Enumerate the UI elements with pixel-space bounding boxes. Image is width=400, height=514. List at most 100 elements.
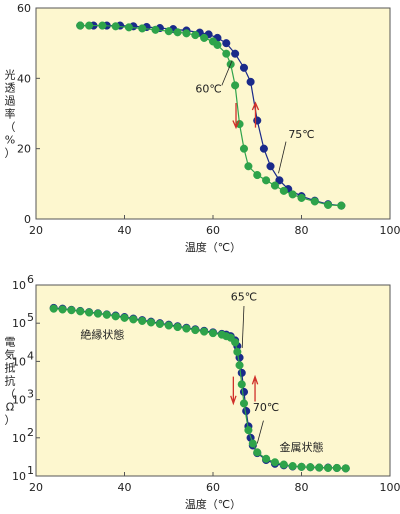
data-point-cooling xyxy=(67,306,76,315)
data-point-cooling xyxy=(237,380,246,389)
data-point-cooling xyxy=(235,361,244,370)
data-point-heating xyxy=(266,162,275,171)
data-point-cooling xyxy=(182,324,191,333)
data-point-cooling xyxy=(239,399,249,408)
data-point-heating xyxy=(275,176,284,185)
y-tick-label: 10 xyxy=(12,432,26,445)
data-point-cooling xyxy=(191,326,200,335)
data-point-cooling xyxy=(222,49,231,58)
data-point-cooling xyxy=(253,448,262,457)
y-tick-label: 0 xyxy=(24,213,31,226)
data-point-cooling xyxy=(310,197,319,206)
data-point-cooling xyxy=(111,22,120,31)
y-tick-label: 10 xyxy=(12,317,26,330)
data-point-cooling xyxy=(124,23,133,32)
y-tick-exponent: 2 xyxy=(27,426,34,439)
data-point-cooling xyxy=(76,307,85,316)
x-tick-label: 20 xyxy=(29,224,43,237)
leader-75 xyxy=(278,141,287,174)
data-point-cooling xyxy=(306,463,315,472)
x-tick-label: 80 xyxy=(295,481,309,494)
annotation: 65℃ xyxy=(231,290,257,303)
data-point-cooling xyxy=(253,170,262,180)
y-tick-exponent: 4 xyxy=(27,349,34,362)
data-point-cooling xyxy=(182,29,191,38)
data-point-cooling xyxy=(85,308,94,317)
data-point-cooling xyxy=(288,190,297,199)
data-point-cooling xyxy=(297,462,306,471)
data-point-heating xyxy=(259,144,268,153)
data-point-heating xyxy=(253,116,262,125)
data-point-cooling xyxy=(200,33,209,42)
y-axis-label: 電気抵抗（ Ω） xyxy=(5,336,16,427)
x-tick-label: 20 xyxy=(29,481,43,494)
cooling-arrow xyxy=(232,102,240,130)
data-point-cooling xyxy=(341,464,350,473)
data-point-cooling xyxy=(98,21,107,30)
y-tick-label: 10 xyxy=(12,355,26,368)
data-point-cooling xyxy=(129,315,138,324)
data-point-cooling xyxy=(208,329,218,338)
data-point-cooling xyxy=(151,25,160,34)
x-tick-label: 80 xyxy=(295,224,309,237)
data-point-cooling xyxy=(315,463,324,472)
y-tick-exponent: 1 xyxy=(27,464,34,477)
data-point-cooling xyxy=(208,37,218,46)
data-point-cooling xyxy=(217,330,226,339)
x-axis-label: 温度（℃） xyxy=(185,240,241,254)
data-point-cooling xyxy=(244,162,253,171)
data-point-cooling xyxy=(244,426,253,435)
y-axis-label: 光透過率（%） xyxy=(5,68,16,160)
data-point-cooling xyxy=(337,201,346,210)
data-point-heating xyxy=(246,77,255,86)
data-point-heating xyxy=(222,39,231,48)
x-tick-label: 100 xyxy=(380,481,400,494)
x-tick-label: 40 xyxy=(118,224,132,237)
data-point-heating xyxy=(237,368,246,377)
annotation: 70℃ xyxy=(253,401,279,414)
y-tick-exponent: 3 xyxy=(27,388,34,401)
y-tick-label: 10 xyxy=(12,470,26,483)
data-point-cooling xyxy=(200,327,209,336)
data-point-cooling xyxy=(58,305,67,314)
data-point-cooling xyxy=(332,463,341,473)
data-point-cooling xyxy=(155,319,164,329)
y-tick-label: 10 xyxy=(12,279,26,292)
data-point-cooling xyxy=(270,458,280,467)
y-tick-label: 60 xyxy=(17,2,31,15)
plot-area xyxy=(35,284,391,477)
x-tick-label: 60 xyxy=(206,224,220,237)
data-point-cooling xyxy=(324,200,333,209)
data-point-heating xyxy=(231,49,240,58)
data-point-cooling xyxy=(85,21,94,30)
data-point-heating xyxy=(239,63,249,72)
data-point-cooling xyxy=(239,144,249,153)
data-point-cooling xyxy=(262,176,271,185)
y-tick-label: 20 xyxy=(17,143,31,156)
data-point-cooling xyxy=(279,186,288,195)
data-point-cooling xyxy=(138,316,147,325)
data-point-cooling xyxy=(248,439,257,448)
data-point-cooling xyxy=(102,310,111,319)
data-point-cooling xyxy=(164,27,173,36)
data-point-cooling xyxy=(233,347,242,356)
data-point-cooling xyxy=(191,31,200,40)
y-tick-label: 40 xyxy=(17,72,31,85)
data-point-cooling xyxy=(288,462,297,471)
data-point-heating xyxy=(239,387,249,397)
y-tick-exponent: 5 xyxy=(27,311,34,324)
data-point-cooling xyxy=(111,312,120,321)
data-point-cooling xyxy=(138,24,147,33)
data-point-cooling xyxy=(173,28,182,37)
data-point-cooling xyxy=(270,181,280,190)
leader-60 xyxy=(221,60,233,86)
x-axis-label: 温度（℃） xyxy=(185,497,241,511)
data-point-cooling xyxy=(93,309,102,318)
data-point-cooling xyxy=(279,460,288,469)
annotation: 75℃ xyxy=(288,128,314,141)
y-tick-exponent: 6 xyxy=(27,273,34,286)
y-tick-label: 10 xyxy=(12,394,26,407)
